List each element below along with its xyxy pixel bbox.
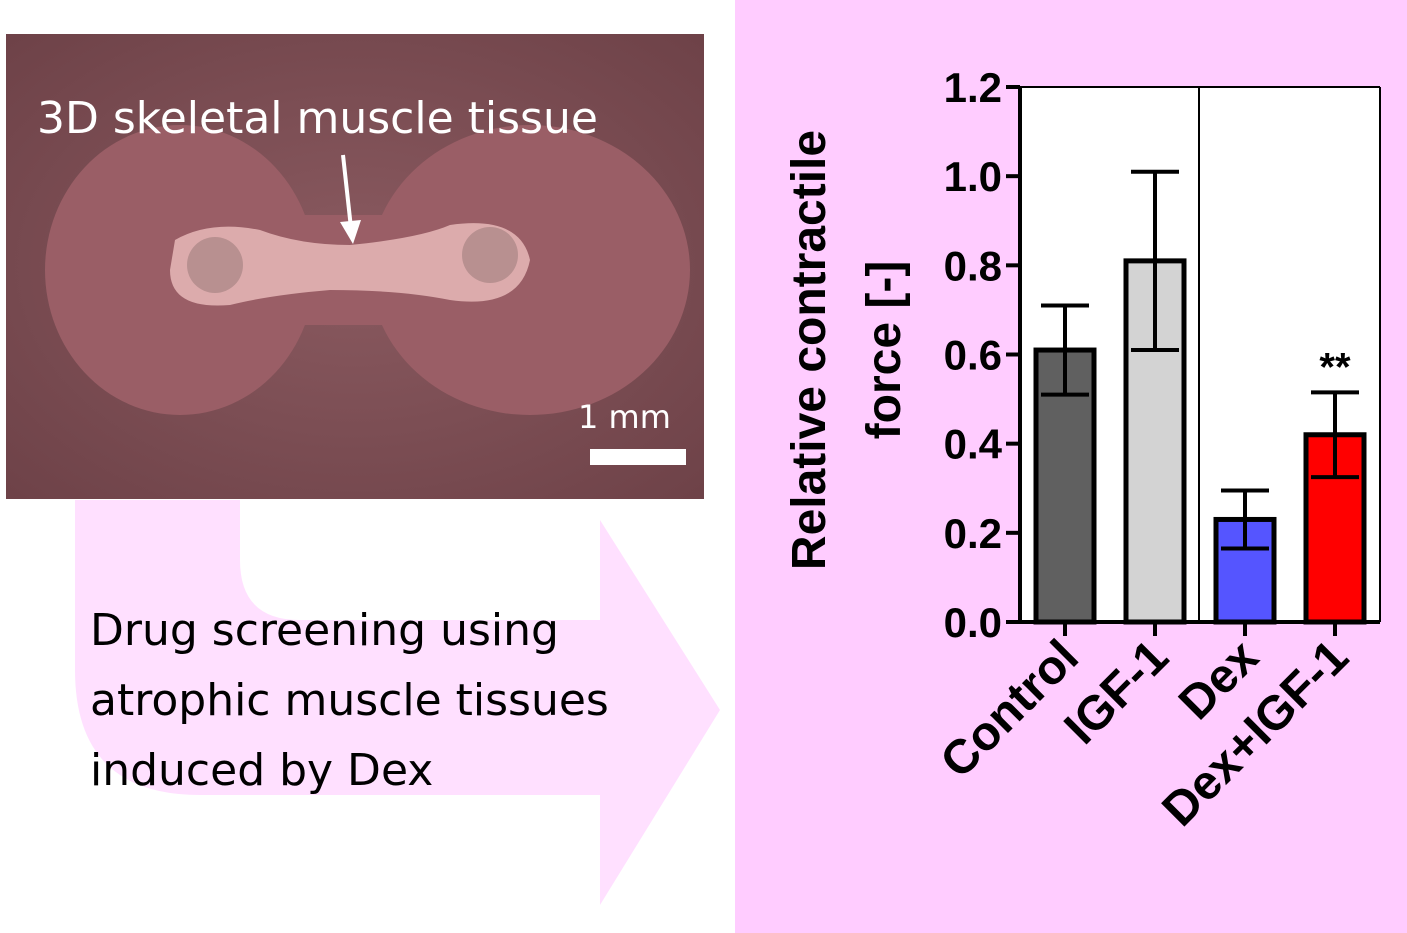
significance: ** xyxy=(1319,345,1351,389)
caption-line: induced by Dex xyxy=(90,745,433,796)
caption-line: Drug screening using xyxy=(90,605,559,656)
scale-bar-label: 1 mm xyxy=(578,398,671,436)
y-tick-label: 0.4 xyxy=(944,421,1003,468)
pointer-arrow xyxy=(341,154,353,229)
y-tick-label: 1.2 xyxy=(944,64,1002,111)
flow-arrow xyxy=(75,500,720,905)
scale-bar xyxy=(590,449,686,465)
y-axis-label: force [-] xyxy=(858,261,911,440)
y-axis-label: Relative contractile xyxy=(783,130,836,570)
y-tick-label: 0.6 xyxy=(944,332,1002,379)
caption-line: atrophic muscle tissues xyxy=(90,675,609,726)
y-tick-label: 0.8 xyxy=(944,242,1002,289)
y-tick-label: 0.0 xyxy=(944,599,1002,646)
photo: 3D skeletal muscle tissue 1 mm xyxy=(6,34,704,499)
y-tick-label: 1.0 xyxy=(944,153,1002,200)
pointer-head xyxy=(340,220,361,244)
y-tick-label: 0.2 xyxy=(944,510,1002,557)
bar xyxy=(1123,258,1187,625)
image-label: 3D skeletal muscle tissue xyxy=(37,93,598,144)
